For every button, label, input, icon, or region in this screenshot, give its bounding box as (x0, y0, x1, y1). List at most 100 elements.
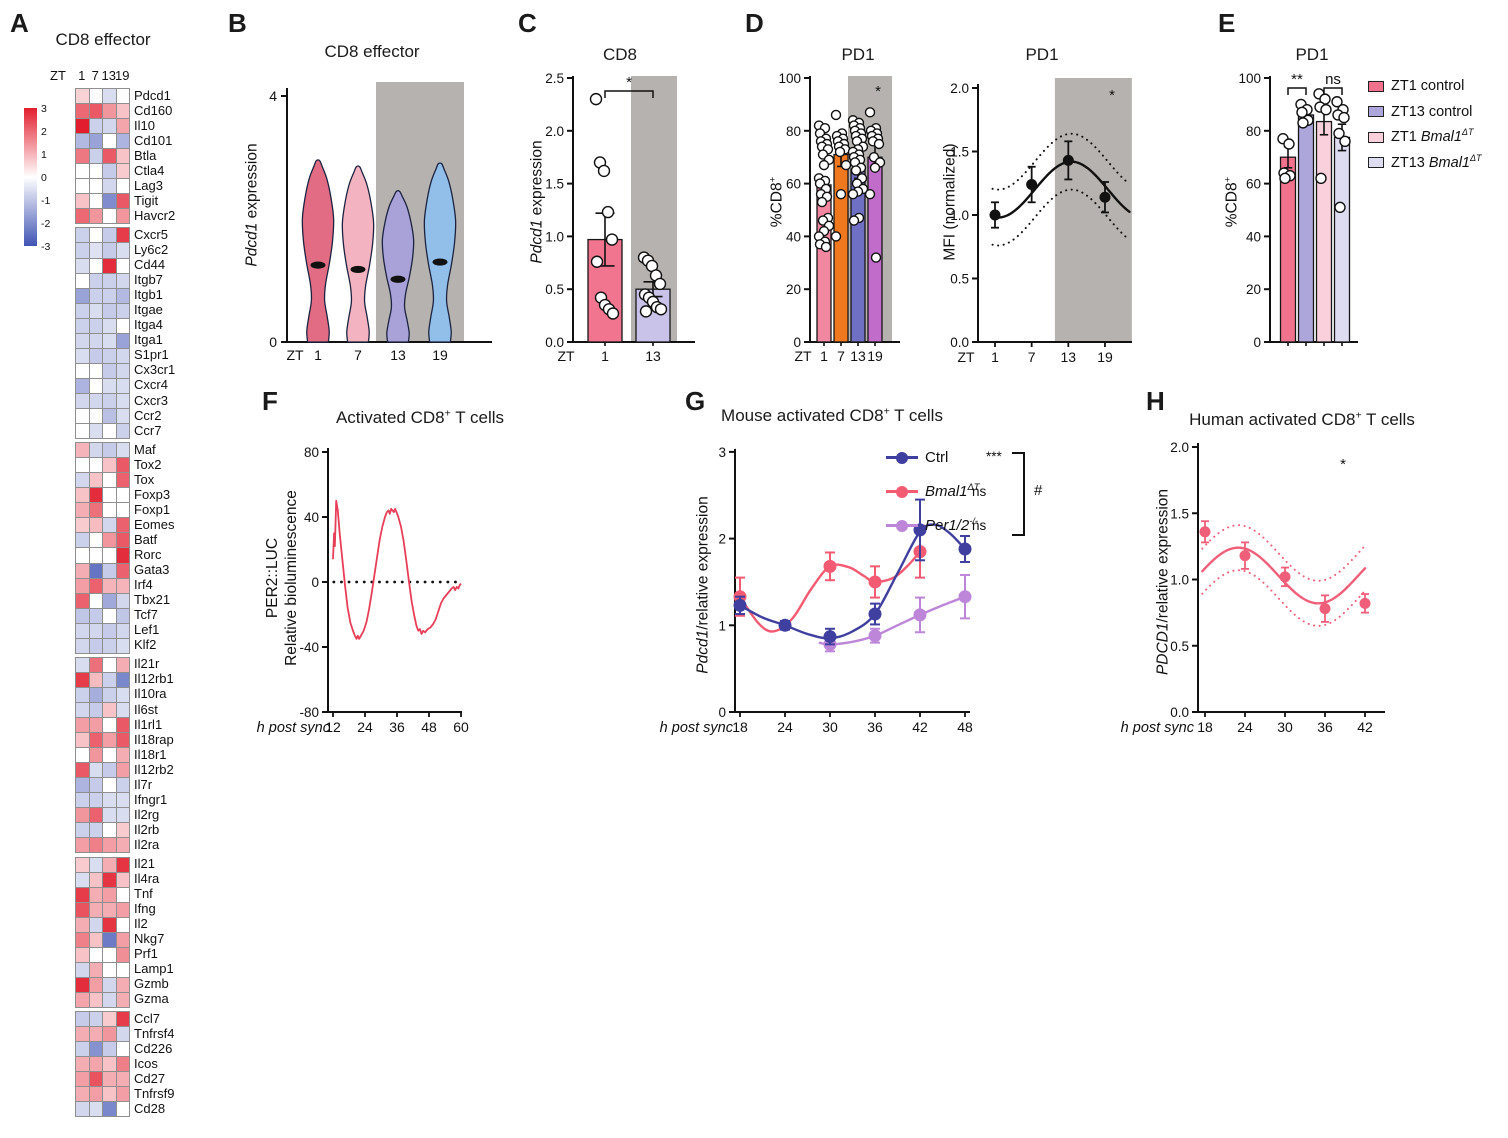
heatmap-cell (116, 578, 130, 594)
heatmap-cell (103, 409, 117, 425)
heatmap-cell (116, 518, 130, 534)
x-tick-label: 19 (432, 347, 448, 363)
heatmap-cell (103, 228, 117, 244)
heatmap-cell (76, 687, 90, 703)
x-axis-prefix: ZT (557, 348, 575, 364)
violin (423, 162, 457, 343)
scatter-point (840, 159, 852, 171)
gene-label: Rorc (134, 547, 162, 563)
x-tick-label: 42 (912, 719, 928, 735)
x-tick-label: 7 (354, 347, 362, 363)
heatmap-cell (76, 333, 90, 349)
gene-label: Il21 (134, 856, 155, 872)
legend-label: Bmal1ΔT (925, 482, 979, 500)
x-tick-label: 7 (1028, 349, 1036, 365)
gene-label: Itga1 (134, 332, 163, 348)
legend-italic: Bmal1 (925, 483, 968, 500)
heatmap-group (75, 442, 130, 654)
scatter-point (639, 305, 653, 318)
heatmap-cell (89, 687, 103, 703)
heatmap-cell (103, 1027, 117, 1043)
legend-item: Per1/2-/- (886, 516, 978, 534)
heatmap-cell (116, 424, 130, 440)
heatmap-cell (89, 947, 103, 963)
heatmap-cell (89, 608, 103, 624)
heatmap-cell (103, 872, 117, 888)
heatmap-cell (76, 578, 90, 594)
scatter-point (835, 188, 847, 200)
tick-label: 0 (793, 335, 801, 350)
heatmap-cell (103, 1012, 117, 1028)
data-point (1359, 597, 1371, 609)
heatmap-cell (89, 1057, 103, 1073)
legend-swatch (1368, 157, 1384, 168)
legend-line-swatch (886, 485, 918, 498)
panel-label-c: C (518, 8, 537, 38)
tick-label: 40 (1246, 229, 1261, 244)
heatmap-col-label: 7 (91, 68, 99, 83)
heatmap-cell (89, 488, 103, 504)
x-tick-label: 24 (777, 719, 793, 735)
heatmap-cell (103, 793, 117, 809)
heatmap-cell (103, 134, 117, 150)
title-text: Mouse activated CD8 (721, 406, 884, 425)
gene-label: Il10 (134, 117, 155, 133)
heatmap-cell (76, 303, 90, 319)
gene-label: Tnfrsf4 (134, 1025, 175, 1041)
scatter-point (830, 231, 842, 242)
heatmap-cell (89, 288, 103, 304)
heatmap-cell (116, 1087, 130, 1103)
heatmap-cell (103, 857, 117, 873)
series-line (739, 523, 966, 640)
heatmap-cell (103, 902, 117, 918)
heatmap-cell (89, 733, 103, 749)
tick-label: 80 (1246, 124, 1261, 139)
gene-label: Cd101 (134, 132, 173, 148)
legend-item: ZT13 control (1368, 104, 1472, 120)
heatmap-cell (89, 1042, 103, 1058)
heatmap-cell (116, 962, 130, 978)
heatmap-cell (76, 258, 90, 274)
heatmap-cell (116, 273, 130, 289)
heatmap-cell (116, 672, 130, 688)
heatmap-cell (116, 258, 130, 274)
heatmap-cell (116, 638, 130, 654)
heatmap-cell (103, 164, 117, 180)
heatmap-cell (89, 458, 103, 474)
gene-label: Btla (134, 147, 157, 163)
x-tick-label: 1 (601, 348, 609, 364)
heatmap-cell (116, 902, 130, 918)
colorbar-tick-label: -2 (41, 218, 51, 230)
gene-label: Ccl7 (134, 1010, 161, 1026)
heatmap-cell (89, 1027, 103, 1043)
heatmap-cell (116, 657, 130, 673)
confidence-band-upper (991, 132, 1131, 191)
x-tick-label: 24 (357, 719, 373, 735)
x-tick-label: 42 (1357, 719, 1373, 735)
heatmap-cell (103, 533, 117, 549)
human-pdcd1-cosinor-chart: 0.0 0.5 1.0 1.5 2.0 18 24 30 36 42 h post sync * (1121, 440, 1385, 736)
bar (1333, 136, 1351, 343)
heatmap-cell (103, 348, 117, 364)
gene-label: Il2 (134, 916, 148, 932)
panel-label-b: B (228, 8, 247, 38)
heatmap-cell (103, 209, 117, 225)
bar (1279, 156, 1297, 343)
gene-label: Ifngr1 (134, 791, 168, 807)
tick-label: 40 (304, 510, 319, 525)
heatmap-cell (116, 917, 130, 933)
gene-label: Il18r1 (134, 746, 167, 762)
heatmap-cell (103, 473, 117, 489)
heatmap-cell (89, 333, 103, 349)
heatmap-cell (103, 763, 117, 779)
heatmap-cell (89, 533, 103, 549)
heatmap-cell (116, 793, 130, 809)
legend-italic: Per1/2 (925, 517, 970, 534)
heatmap-cell (89, 443, 103, 459)
heatmap-cell (103, 1072, 117, 1088)
x-tick-label: 13 (1061, 349, 1077, 365)
heatmap-cell (116, 1102, 130, 1118)
tick-label: 100 (778, 71, 801, 86)
heatmap-cell (116, 563, 130, 579)
heatmap-cell (76, 887, 90, 903)
